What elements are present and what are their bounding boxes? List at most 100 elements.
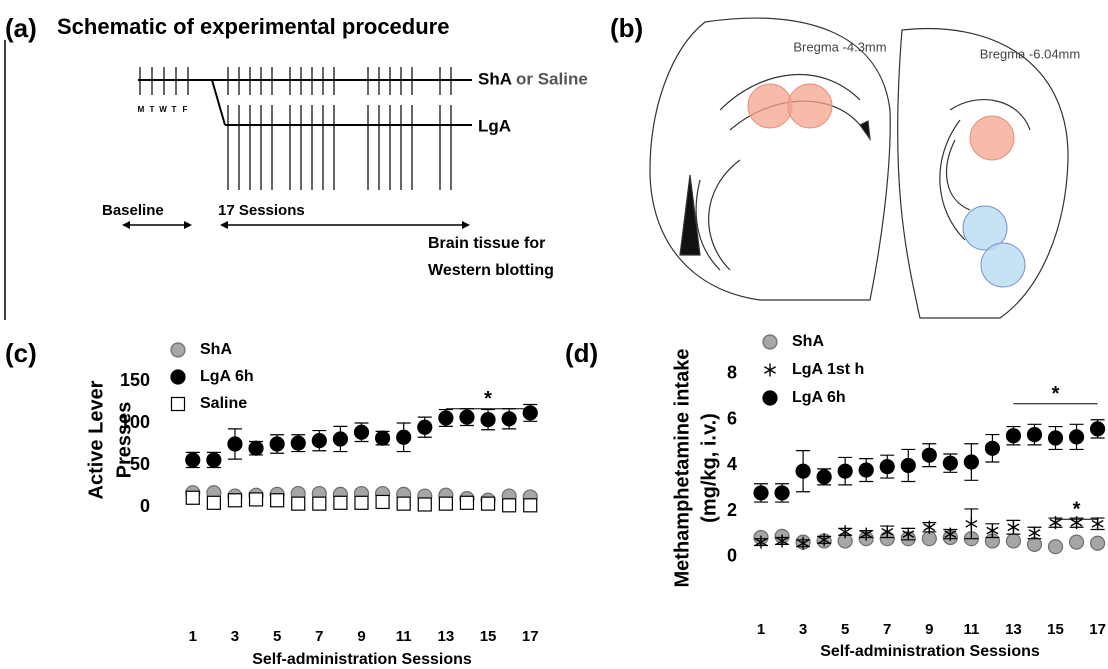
section-label: Bregma -6.04mm <box>980 46 1080 61</box>
x-tick-label: 11 <box>963 621 979 638</box>
injection-sites <box>747 83 1026 288</box>
marker <box>417 497 432 512</box>
legend-marker <box>762 334 778 350</box>
marker <box>227 493 243 508</box>
schematic-timeline <box>138 67 472 190</box>
marker <box>1068 534 1085 550</box>
marker <box>900 457 916 474</box>
row-label: ShA <box>478 69 512 88</box>
y-tick-label: 150 <box>120 370 150 390</box>
y-axis-label: Presses <box>113 402 135 479</box>
x-axis-label: Self-administration Sessions <box>252 651 472 668</box>
marker <box>270 493 285 508</box>
marker <box>417 419 433 435</box>
x-tick-label: 9 <box>357 628 365 645</box>
marker <box>944 527 957 541</box>
phase-label: 17 Sessions <box>218 202 305 219</box>
marker <box>1028 526 1041 540</box>
legend-label: ShA <box>200 341 232 358</box>
marker <box>1070 516 1083 530</box>
marker <box>986 524 999 538</box>
marker <box>965 517 978 531</box>
x-tick-label: 3 <box>231 628 239 645</box>
marker <box>248 440 264 456</box>
marker <box>290 435 306 451</box>
day-label: W <box>159 105 167 114</box>
marker <box>921 447 937 463</box>
x-tick-label: 9 <box>925 621 933 638</box>
panel-label: (d) <box>565 338 598 368</box>
marker <box>459 495 475 510</box>
marker <box>879 459 895 475</box>
y-tick-label: 50 <box>130 454 150 474</box>
marker <box>227 436 243 452</box>
row-note: or Saline <box>516 69 588 88</box>
y-tick-label: 2 <box>727 500 737 520</box>
legend-label: LgA 6h <box>200 368 254 385</box>
marker <box>333 495 348 510</box>
series <box>754 363 1105 550</box>
marker <box>522 405 538 421</box>
day-label: T <box>150 105 155 114</box>
marker <box>206 495 221 510</box>
marker <box>354 495 369 510</box>
series <box>753 334 1106 555</box>
x-tick-label: 7 <box>883 621 891 638</box>
marker <box>1005 533 1022 549</box>
significance-label: * <box>1073 499 1081 521</box>
legend-marker <box>764 363 776 377</box>
marker <box>755 535 768 549</box>
legend-marker <box>170 369 186 385</box>
marker <box>438 496 453 511</box>
marker <box>1068 429 1085 445</box>
marker <box>523 498 538 513</box>
significance-label: * <box>1052 383 1060 405</box>
section-label: Bregma -4.3mm <box>793 39 886 54</box>
marker <box>291 496 306 511</box>
marker <box>839 525 852 539</box>
x-tick-label: 5 <box>841 621 849 638</box>
marker <box>1007 520 1020 534</box>
day-label: M <box>138 105 145 114</box>
marker <box>501 411 517 427</box>
marker <box>438 410 454 426</box>
x-tick-label: 15 <box>480 628 497 645</box>
marker <box>353 424 370 440</box>
y-tick-label: 6 <box>727 408 737 428</box>
marker <box>185 452 201 468</box>
x-tick-label: 1 <box>757 621 765 638</box>
x-tick-label: 13 <box>438 628 455 645</box>
panel-label: (a) <box>5 13 37 43</box>
x-tick-label: 17 <box>522 628 539 645</box>
y-axis-label: Methamphetamine intake <box>671 349 693 588</box>
panel-label: (c) <box>5 338 37 368</box>
marker <box>942 455 958 471</box>
y-axis-label: (mg/kg, i.v.) <box>698 413 720 523</box>
series <box>170 369 538 469</box>
significance-label: * <box>484 388 492 410</box>
x-tick-label: 1 <box>189 628 197 645</box>
legend-label: LgA 1st h <box>792 361 864 378</box>
marker <box>923 520 936 534</box>
panel-label: (b) <box>610 13 643 43</box>
marker <box>502 498 517 513</box>
y-tick-label: 0 <box>727 546 737 566</box>
legend-marker <box>762 390 778 406</box>
marker <box>1005 428 1022 444</box>
x-tick-label: 17 <box>1089 621 1106 638</box>
marker <box>837 463 853 479</box>
marker <box>881 525 894 539</box>
series <box>170 396 538 513</box>
marker <box>1089 421 1106 437</box>
x-tick-label: 13 <box>1005 621 1022 638</box>
x-tick-label: 7 <box>315 628 323 645</box>
marker <box>1091 517 1104 531</box>
marker <box>312 496 327 511</box>
x-tick-label: 5 <box>273 628 281 645</box>
y-tick-label: 8 <box>727 363 737 383</box>
y-axis-label: Active Lever <box>85 380 107 499</box>
marker <box>1089 535 1106 551</box>
x-axis-label: Self-administration Sessions <box>820 643 1040 660</box>
